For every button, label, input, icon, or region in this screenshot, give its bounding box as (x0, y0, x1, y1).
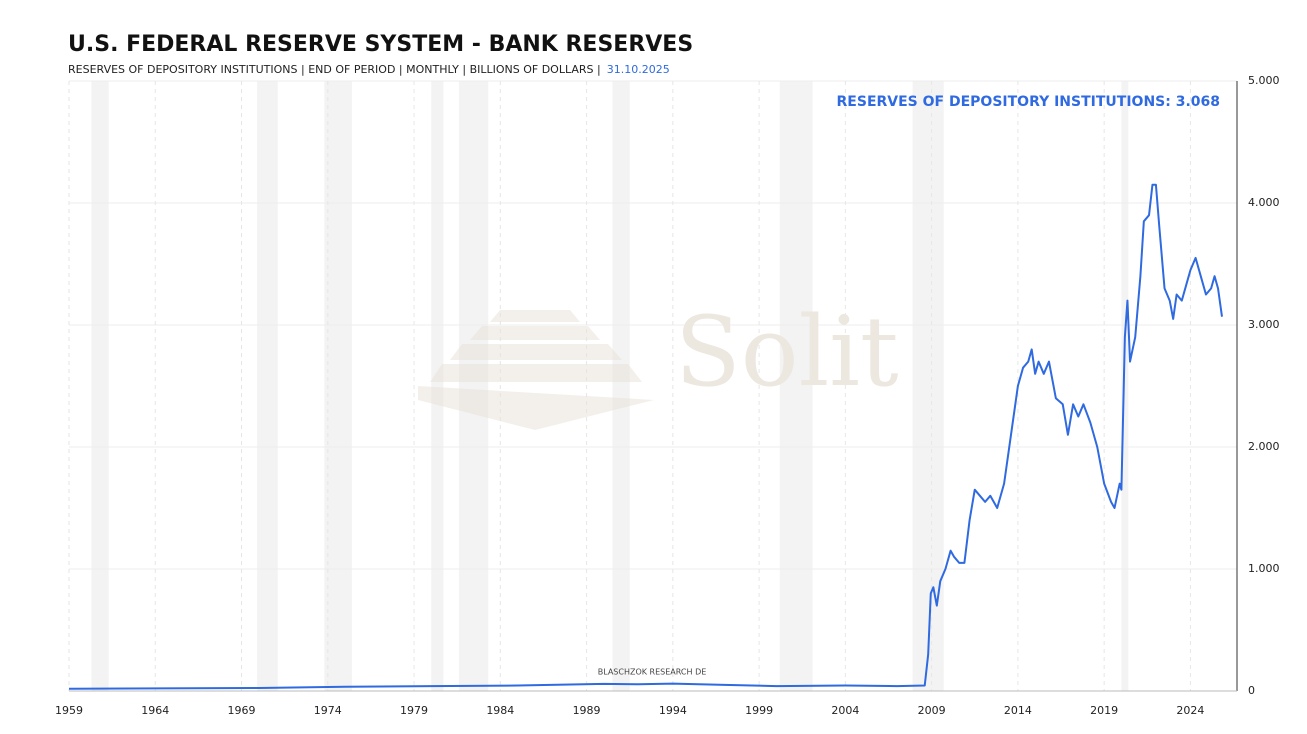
y-tick-label: 1.000 (1248, 562, 1280, 575)
x-tick-label: 2024 (1176, 704, 1204, 717)
credit: BLASCHZOK RESEARCH DE (598, 668, 707, 677)
recession-band (431, 81, 444, 691)
recession-band (612, 81, 630, 691)
x-tick-label: 1999 (745, 704, 773, 717)
chart-title: U.S. FEDERAL RESERVE SYSTEM - BANK RESER… (68, 32, 693, 57)
x-tick-label: 1979 (400, 704, 428, 717)
x-tick-label: 1989 (573, 704, 601, 717)
x-tick-label: 1994 (659, 704, 687, 717)
recession-band (779, 81, 813, 691)
y-tick-label: 2.000 (1248, 440, 1280, 453)
x-tick-label: 1974 (314, 704, 342, 717)
x-tick-label: 1964 (141, 704, 169, 717)
series-line (68, 183, 1223, 690)
x-tick-label: 2009 (918, 704, 946, 717)
y-tick-label: 3.000 (1248, 318, 1280, 331)
recession-band (458, 81, 489, 691)
date: 31.10.2025 (607, 63, 670, 76)
watermark: Solit (675, 296, 899, 408)
x-tick-label: 1984 (486, 704, 514, 717)
x-tick-label: 1959 (55, 704, 83, 717)
y-tick-label: 4.000 (1248, 196, 1280, 209)
x-tick-label: 1969 (228, 704, 256, 717)
recession-band (91, 81, 109, 691)
recession-band (912, 81, 944, 691)
logo-watermark (418, 310, 654, 430)
recession-band (257, 81, 278, 691)
x-tick-label: 2004 (831, 704, 859, 717)
y-tick-label: 5.000 (1248, 74, 1280, 87)
recession-band (1121, 81, 1129, 691)
recession-band (324, 81, 352, 691)
chart-subtitle: RESERVES OF DEPOSITORY INSTITUTIONS | EN… (68, 63, 601, 76)
x-tick-label: 2014 (1004, 704, 1032, 717)
annotation: RESERVES OF DEPOSITORY INSTITUTIONS: 3.0… (837, 94, 1220, 110)
x-tick-label: 2019 (1090, 704, 1118, 717)
y-tick-label: 0 (1248, 684, 1255, 697)
